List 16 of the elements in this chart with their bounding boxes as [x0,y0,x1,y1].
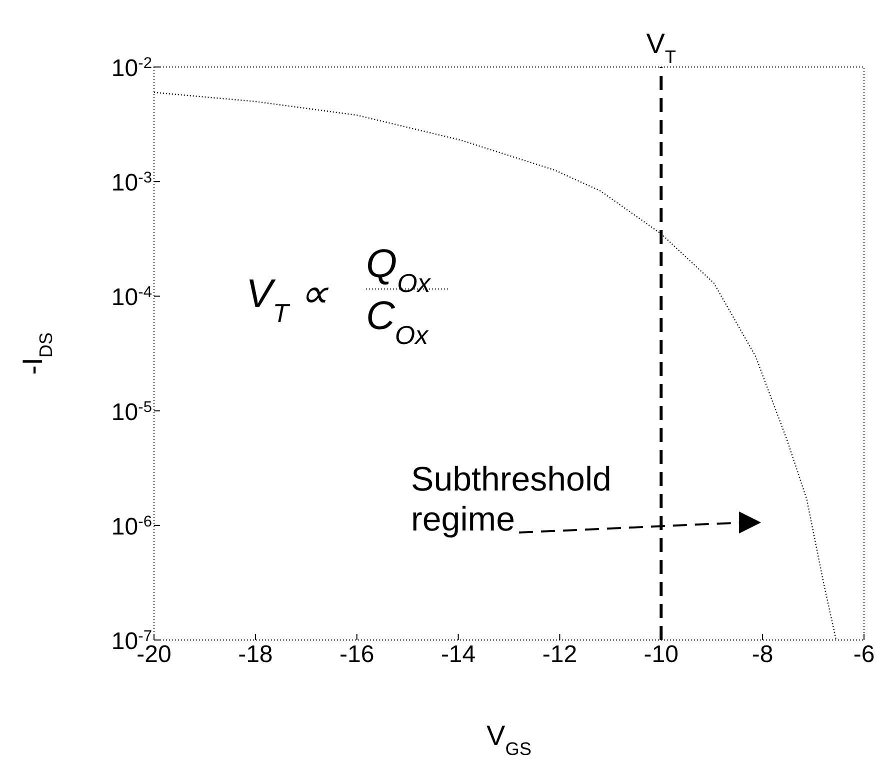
x-axis-title: V$_{GS}$ [486,720,532,759]
annotation: V$_{T}$ ∝ [246,272,330,328]
y-tick-label: 10$^{-4}$ [111,284,152,312]
y-tick-label: 10$^{-5}$ [111,398,152,426]
x-tick-label: -6 [853,641,875,668]
x-tick-label: -14 [440,641,476,668]
x-tick-label: -16 [340,641,374,668]
y-tick-label: 10$^{-6}$ [111,512,152,540]
y-tick-label: 10$^{-2}$ [111,54,152,82]
y-tick-label: 10$^{-3}$ [111,169,152,197]
x-tick-label: -8 [752,641,774,668]
x-tick-label: -12 [542,641,578,668]
x-tick-label: -18 [238,641,273,668]
annotation: Subthreshold regime [411,460,612,539]
x-tick-label: -10 [644,641,678,668]
ref-line-label: V$_{T}$ [646,28,676,67]
